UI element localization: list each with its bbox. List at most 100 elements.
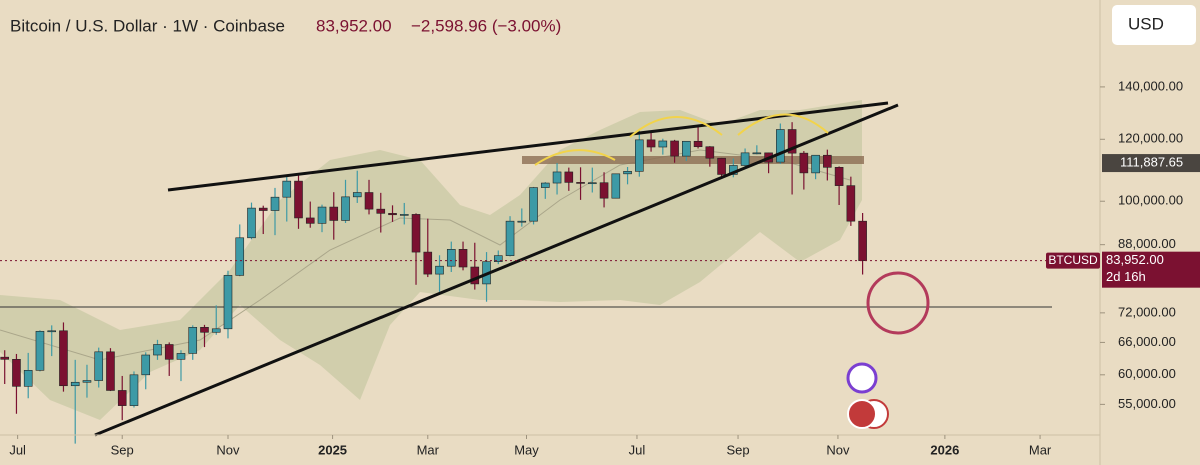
price-label-box: [1102, 154, 1200, 173]
candle-body: [200, 327, 209, 333]
event-icon[interactable]: [847, 399, 877, 429]
candle-body: [211, 328, 221, 333]
candle-body: [670, 140, 679, 157]
candle-body: [505, 220, 515, 256]
price-label: 111,887.65: [1120, 155, 1183, 170]
x-tick-label: Mar: [1029, 442, 1052, 457]
price-label: 83,952.00: [1106, 252, 1164, 267]
candle-body: [858, 220, 867, 261]
candle-body: [540, 182, 550, 188]
target-circle: [866, 271, 930, 335]
candle-body: [70, 381, 80, 387]
candle-body: [435, 265, 444, 275]
candle-body: [247, 207, 256, 239]
candle-body: [141, 354, 151, 376]
candle-body: [352, 192, 362, 198]
y-tick-label: 55,000.00: [1118, 396, 1176, 411]
candle-body: [294, 180, 303, 219]
x-tick-label: Nov: [216, 442, 240, 457]
candle-body: [846, 185, 856, 222]
x-tick-label: 2026: [930, 442, 959, 457]
candle-body: [599, 182, 609, 199]
candle-body: [106, 351, 115, 391]
candle-body: [552, 171, 562, 184]
currency-label[interactable]: USD: [1128, 14, 1164, 33]
candle-body: [623, 171, 632, 175]
candle-body: [635, 139, 644, 172]
candle-body: [82, 380, 92, 383]
event-icon[interactable]: [846, 362, 878, 394]
candle-body: [376, 208, 386, 214]
candle-body: [94, 351, 104, 381]
candle-body: [0, 356, 10, 360]
price-badge: [1046, 252, 1100, 269]
y-tick-label: 60,000.00: [1118, 366, 1176, 381]
x-tick-label: 2025: [318, 442, 347, 457]
candle-body: [341, 196, 350, 221]
candle-body: [117, 390, 127, 406]
candle-body: [258, 207, 268, 211]
candle-body: [153, 344, 162, 356]
trendline-lower: [94, 103, 899, 437]
x-tick-label: Nov: [826, 442, 850, 457]
candle-body: [317, 206, 327, 224]
candle-body: [446, 249, 456, 267]
candle-body: [129, 374, 139, 406]
candle-body: [235, 237, 245, 276]
price-change: −2,598.96 (−3.00%): [411, 16, 561, 35]
candle-body: [588, 182, 597, 185]
currency-button[interactable]: [1112, 5, 1196, 45]
candle-body: [305, 217, 315, 224]
candle-body: [399, 214, 409, 216]
candle-body: [646, 139, 656, 148]
candle-body: [458, 249, 468, 268]
candle-body: [423, 251, 433, 275]
y-tick-label: 88,000.00: [1118, 236, 1176, 251]
x-tick-label: Jul: [9, 442, 26, 457]
arc: [737, 113, 829, 136]
resistance-zone: [522, 156, 864, 164]
candle-body: [47, 330, 57, 333]
band-middle: [0, 149, 851, 361]
candle-body: [823, 154, 832, 168]
candle-body: [529, 187, 538, 222]
countdown: 2d 16h: [1106, 269, 1146, 284]
x-tick-label: Mar: [417, 442, 440, 457]
x-tick-label: May: [514, 442, 539, 457]
candle-body: [564, 171, 574, 183]
arc: [629, 116, 723, 138]
candle-body: [23, 370, 33, 387]
candle-body: [470, 266, 480, 285]
candle-body: [611, 173, 621, 199]
candle-body: [834, 167, 844, 186]
symbol-title: Bitcoin / U.S. Dollar · 1W · Coinbase: [10, 16, 285, 35]
y-tick-label: 120,000.00: [1118, 131, 1183, 146]
y-tick-label: 140,000.00: [1118, 78, 1183, 93]
candle-body: [658, 140, 668, 148]
candle-body: [223, 275, 233, 330]
candle-body: [12, 359, 21, 387]
x-tick-label: Sep: [111, 442, 134, 457]
candle-body: [164, 344, 174, 360]
last-price: 83,952.00: [316, 16, 392, 35]
candle-body: [517, 220, 527, 223]
candle-body: [59, 330, 68, 387]
candle-body: [776, 129, 785, 163]
candle-body: [787, 129, 797, 154]
y-tick-label: 72,000.00: [1118, 304, 1176, 319]
candle-body: [811, 154, 820, 174]
candle-body: [682, 140, 691, 157]
arc: [534, 149, 616, 166]
candle-body: [799, 152, 809, 174]
candles: [0, 122, 867, 444]
candle-body: [752, 152, 762, 155]
candle-body: [329, 206, 339, 221]
candle-body: [705, 146, 715, 159]
y-tick-label: 66,000.00: [1118, 334, 1176, 349]
candle-body: [35, 330, 45, 371]
candle-body: [270, 196, 280, 211]
candle-body: [693, 140, 703, 148]
symbol-badge: BTCUSD: [1048, 253, 1098, 267]
